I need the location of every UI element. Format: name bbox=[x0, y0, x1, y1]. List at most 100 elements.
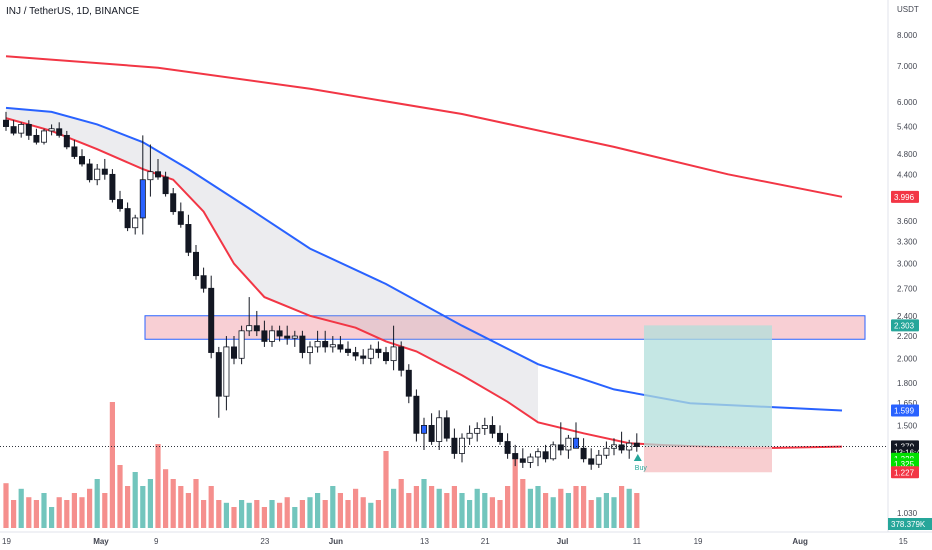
volume-bar bbox=[520, 479, 526, 528]
time-tick-label: 19 bbox=[694, 537, 703, 546]
volume-bar bbox=[64, 500, 70, 528]
candle bbox=[443, 417, 450, 439]
candle bbox=[33, 134, 40, 143]
candle bbox=[535, 451, 542, 458]
price-tick-label: 8.000 bbox=[897, 31, 918, 40]
candle bbox=[41, 130, 48, 143]
time-tick-label: 11 bbox=[633, 537, 642, 546]
volume-bar bbox=[375, 500, 381, 528]
volume-bar bbox=[611, 497, 617, 528]
candle bbox=[177, 211, 184, 225]
volume-bar bbox=[421, 479, 427, 528]
candle bbox=[162, 176, 169, 195]
volume-bar bbox=[170, 479, 176, 528]
candle bbox=[436, 417, 443, 442]
time-tick-label: Jun bbox=[329, 537, 343, 546]
time-axis[interactable]: 19May923Jun1321Jul1119Aug1523 bbox=[0, 531, 932, 546]
candle bbox=[588, 458, 595, 465]
candle bbox=[284, 335, 291, 339]
candle bbox=[170, 193, 177, 213]
volume-bar bbox=[505, 486, 511, 528]
volume-bar bbox=[603, 493, 609, 528]
volume-bar bbox=[398, 479, 404, 528]
volume-bar bbox=[216, 500, 222, 528]
volume-bar bbox=[368, 502, 374, 528]
time-tick-label: 23 bbox=[260, 537, 269, 546]
candle bbox=[63, 134, 70, 148]
candle bbox=[565, 437, 572, 451]
candle bbox=[124, 208, 131, 229]
volume-bar bbox=[284, 497, 290, 528]
candle bbox=[215, 352, 222, 397]
candle bbox=[192, 251, 199, 277]
candle bbox=[618, 444, 625, 451]
ema-50-line bbox=[5, 106, 843, 412]
candle bbox=[230, 346, 237, 359]
price-tag-label: 3.996 bbox=[894, 193, 915, 202]
price-tick-label: 4.800 bbox=[897, 150, 918, 159]
volume-bar bbox=[482, 493, 488, 528]
candle bbox=[223, 346, 230, 397]
volume-bar bbox=[596, 497, 602, 528]
price-tick-label: 3.000 bbox=[897, 260, 918, 269]
candle bbox=[246, 325, 253, 332]
candle bbox=[314, 341, 321, 348]
candle bbox=[261, 330, 268, 342]
volume-bar bbox=[429, 486, 435, 528]
volume-bar bbox=[18, 488, 24, 528]
candle bbox=[360, 355, 367, 359]
price-tags: 3.9962.3031.5991.3721.37013:16:471.3281.… bbox=[888, 190, 932, 530]
candle bbox=[268, 330, 275, 342]
time-tick-label: Aug bbox=[792, 537, 808, 546]
volume-bar bbox=[581, 486, 587, 528]
candle bbox=[405, 369, 412, 397]
candle bbox=[139, 179, 146, 219]
volume-bar bbox=[573, 486, 579, 528]
volume-bar bbox=[208, 486, 214, 528]
volume-bars bbox=[3, 402, 640, 528]
volume-bar bbox=[3, 483, 9, 528]
volume-bar bbox=[109, 402, 115, 528]
candle bbox=[580, 447, 587, 460]
candle bbox=[595, 454, 602, 465]
buy-label: Buy bbox=[635, 465, 648, 472]
volume-bar bbox=[254, 500, 260, 528]
volume-bar bbox=[451, 486, 457, 528]
candle bbox=[466, 432, 473, 439]
candle bbox=[512, 453, 519, 460]
volume-bar bbox=[550, 497, 556, 528]
volume-bar bbox=[413, 486, 419, 528]
candle bbox=[71, 146, 78, 157]
candle bbox=[185, 224, 192, 253]
volume-bar bbox=[49, 507, 55, 528]
price-tag bbox=[891, 466, 919, 479]
price-tick-label: 2.700 bbox=[897, 284, 918, 293]
volume-bar bbox=[619, 486, 625, 528]
volume-bar bbox=[117, 465, 123, 528]
price-tag bbox=[891, 319, 919, 332]
volume-bar bbox=[444, 493, 450, 528]
price-tick-label: 1.800 bbox=[897, 379, 918, 388]
volume-bar bbox=[94, 479, 100, 528]
price-axis[interactable]: USDT 8.000 7.000 6.000 5.400 4.800 4.400 3.600 3… bbox=[897, 5, 919, 518]
volume-bar bbox=[163, 469, 169, 528]
candle bbox=[519, 458, 526, 463]
candle bbox=[557, 444, 564, 451]
candle bbox=[504, 441, 511, 454]
volume-bar bbox=[33, 500, 39, 528]
ema-ribbon bbox=[6, 107, 538, 423]
symbol-header[interactable]: INJ / TetherUS, 1D, BINANCE bbox=[6, 6, 140, 17]
volume-bar bbox=[201, 500, 207, 528]
volume-bar bbox=[512, 458, 518, 528]
volume-bar bbox=[277, 502, 283, 528]
candle bbox=[474, 428, 481, 434]
price-tick-label: 2.400 bbox=[897, 312, 918, 321]
volume-bar bbox=[41, 493, 47, 528]
candle bbox=[299, 335, 306, 353]
volume-bar bbox=[56, 497, 62, 528]
time-tick-label: Jul bbox=[557, 537, 569, 546]
candle bbox=[94, 168, 101, 181]
volume-bar bbox=[147, 479, 153, 528]
candle bbox=[573, 437, 580, 449]
